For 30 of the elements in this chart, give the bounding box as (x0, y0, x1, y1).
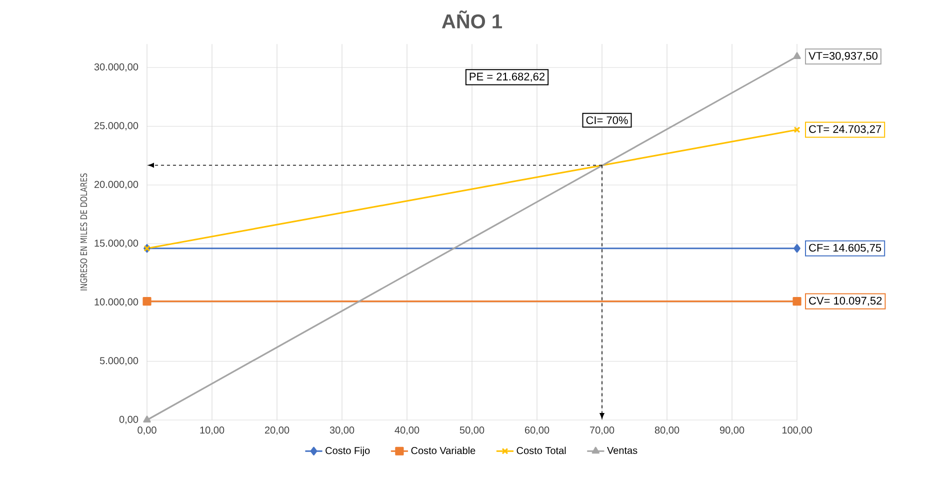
legend-label: Costo Variable (411, 446, 476, 454)
x-tick-label: 20,00 (264, 426, 290, 435)
x-tick-label: 10,00 (200, 426, 224, 435)
chart-title: AÑO 1 (442, 10, 502, 28)
y-axis-title: INGRESO EN MILES DE DOLARES (80, 173, 88, 290)
y-tick-label: 15.000,00 (94, 240, 138, 248)
y-tick-label: 0,00 (119, 416, 138, 424)
y-tick-label: 10.000,00 (94, 298, 138, 307)
legend-label: Costo Total (516, 446, 566, 454)
annotation: CI= 70% (586, 116, 628, 124)
text: VT=30,937,50 (808, 52, 878, 62)
y-tick-label: 25.000,00 (94, 122, 138, 130)
x-tick-label: 60,00 (524, 426, 550, 435)
x-tick-label: 100,00 (782, 426, 812, 435)
y-tick-label: 20.000,00 (94, 180, 138, 190)
x-tick-label: 30,00 (330, 426, 354, 435)
y-tick-label: 30.000,00 (94, 63, 138, 72)
text: CF= 14.605,75 (809, 244, 882, 253)
text: CT= 24.703,27 (809, 125, 882, 134)
legend-label: Ventas (607, 446, 638, 454)
x-tick-label: 80,00 (654, 426, 680, 435)
text: CV= 10.097,52 (809, 296, 882, 306)
x-tick-label: 40,00 (394, 426, 420, 435)
x-tick-label: 90,00 (720, 426, 744, 435)
x-tick-label: 0,00 (138, 426, 156, 435)
legend-label: Costo Fijo (326, 446, 370, 456)
annotation: PE = 21.682,62 (470, 72, 545, 82)
x-tick-label: 50,00 (460, 426, 484, 435)
x-tick-label: 70,00 (590, 426, 614, 435)
y-tick-label: 5.000,00 (100, 357, 138, 366)
